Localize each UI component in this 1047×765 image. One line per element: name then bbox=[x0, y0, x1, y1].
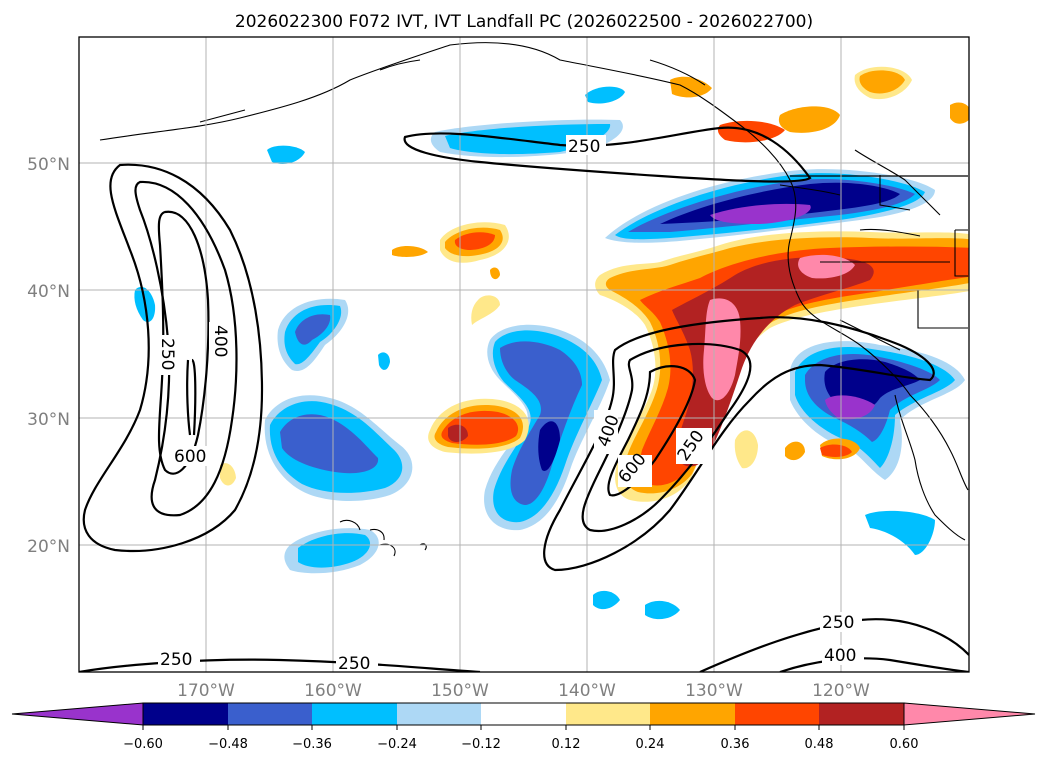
colorbar-tick-label: 0.48 bbox=[805, 737, 834, 752]
label-background bbox=[618, 455, 652, 487]
negative-region-small-2 bbox=[267, 145, 305, 164]
positive-region-central-pacific bbox=[428, 398, 529, 454]
colorbar-ticks bbox=[142, 725, 905, 730]
contour-label-group: 250 400 250 600 400 600 250 250 250 250 … bbox=[157, 135, 864, 674]
label-background bbox=[676, 428, 712, 464]
colorbar-extend-left bbox=[11, 702, 144, 726]
lat-label-50n: 50°N bbox=[27, 155, 70, 175]
positive-region-small-8 bbox=[220, 463, 236, 486]
negative-region-north-central bbox=[277, 298, 349, 371]
map-frame bbox=[78, 36, 970, 673]
label-background bbox=[566, 135, 606, 155]
colorbar-tick-label: −0.12 bbox=[461, 737, 501, 752]
colorbar-swatch bbox=[312, 703, 397, 725]
negative-region-southern-california bbox=[790, 341, 965, 480]
gridlines bbox=[79, 37, 969, 672]
colorbar-tick-label: −0.36 bbox=[292, 737, 332, 752]
negative-region-small-1 bbox=[585, 86, 625, 104]
contour-label-400-west: 400 bbox=[210, 325, 230, 357]
colorbar: −0.60 −0.48 −0.36 −0.24 −0.12 0.12 0.24 … bbox=[11, 702, 1036, 752]
positive-region-small-6 bbox=[490, 267, 500, 280]
colorbar-tick-label: 0.60 bbox=[890, 737, 919, 752]
colorbar-swatch bbox=[650, 703, 735, 725]
colorbar-tick-label: 0.24 bbox=[636, 737, 665, 752]
contour-400-southeast bbox=[779, 657, 969, 672]
label-background bbox=[594, 410, 618, 454]
lat-label-30n: 30°N bbox=[27, 410, 70, 430]
colorbar-swatch bbox=[819, 703, 904, 725]
negative-region-baja bbox=[865, 510, 935, 555]
contour-label-400-southeast: 400 bbox=[824, 646, 856, 666]
colorbar-tick-label: −0.48 bbox=[208, 737, 248, 752]
colorbar-swatch bbox=[143, 703, 228, 725]
lat-label-20n: 20°N bbox=[27, 537, 70, 557]
contour-400-west bbox=[134, 180, 238, 517]
contour-600-west bbox=[157, 210, 210, 475]
contour-400-river bbox=[581, 342, 752, 533]
label-background bbox=[172, 446, 212, 466]
contour-label-250-west: 250 bbox=[157, 338, 177, 370]
negative-region-small-5 bbox=[645, 600, 680, 620]
label-background bbox=[822, 645, 864, 665]
contour-250-west bbox=[82, 163, 264, 552]
contour-label-250-southeast: 250 bbox=[822, 613, 854, 633]
coastline bbox=[99, 42, 969, 557]
positive-region-small-7 bbox=[471, 295, 500, 325]
colorbar-tick-label: −0.60 bbox=[123, 737, 163, 752]
colorbar-tick-label: 0.36 bbox=[721, 737, 750, 752]
negative-region-hawaii bbox=[284, 528, 379, 574]
colorbar-tick-label: 0.12 bbox=[552, 737, 581, 752]
lon-label-120w: 120°W bbox=[812, 681, 870, 701]
latitude-labels: 50°N 40°N 30°N 20°N bbox=[27, 155, 70, 557]
contour-label-600-west: 600 bbox=[174, 447, 206, 467]
lon-label-150w: 150°W bbox=[431, 681, 489, 701]
negative-region-small-4 bbox=[593, 590, 620, 610]
negative-region-subtropical-plume bbox=[484, 324, 610, 531]
colorbar-swatch bbox=[566, 703, 650, 725]
colorbar-outline bbox=[142, 702, 905, 726]
longitude-labels: 170°W 160°W 150°W 140°W 130°W 120°W bbox=[177, 681, 870, 701]
colorbar-tick-label: −0.24 bbox=[377, 737, 417, 752]
negative-region-small-6 bbox=[378, 352, 390, 370]
positive-region-small-1 bbox=[392, 246, 428, 257]
colorbar-swatch bbox=[228, 703, 312, 725]
label-background bbox=[158, 649, 200, 669]
negative-region-pacific-northwest bbox=[605, 169, 935, 243]
contour-600-inner bbox=[186, 358, 197, 436]
lon-label-140w: 140°W bbox=[558, 681, 616, 701]
label-background bbox=[336, 653, 378, 673]
positive-region-small-5 bbox=[820, 444, 852, 457]
colorbar-extend-right bbox=[903, 702, 1036, 726]
positive-region-small-2 bbox=[734, 430, 758, 469]
contour-label-250-gulf: 250 bbox=[568, 137, 600, 157]
contour-label-250-south-a: 250 bbox=[160, 650, 192, 670]
contour-250-river bbox=[543, 316, 935, 572]
lon-label-130w: 130°W bbox=[685, 681, 743, 701]
colorbar-swatch bbox=[735, 703, 819, 725]
negative-region-central-pacific bbox=[264, 395, 413, 502]
lon-label-170w: 170°W bbox=[177, 681, 235, 701]
positive-region-small-3 bbox=[785, 441, 805, 461]
label-background bbox=[158, 335, 178, 375]
positive-region-north-central bbox=[440, 222, 509, 263]
colorbar-swatch bbox=[481, 703, 566, 725]
colorbar-swatch bbox=[397, 703, 481, 725]
label-background bbox=[209, 322, 229, 362]
label-background bbox=[820, 612, 862, 632]
contour-250-south bbox=[79, 658, 481, 672]
figure-title: 2026022300 F072 IVT, IVT Landfall PC (20… bbox=[235, 12, 813, 32]
contour-label-250-south-b: 250 bbox=[338, 654, 370, 674]
contour-250-gulf bbox=[403, 126, 812, 183]
lat-label-40n: 40°N bbox=[27, 282, 70, 302]
lon-label-160w: 160°W bbox=[304, 681, 362, 701]
